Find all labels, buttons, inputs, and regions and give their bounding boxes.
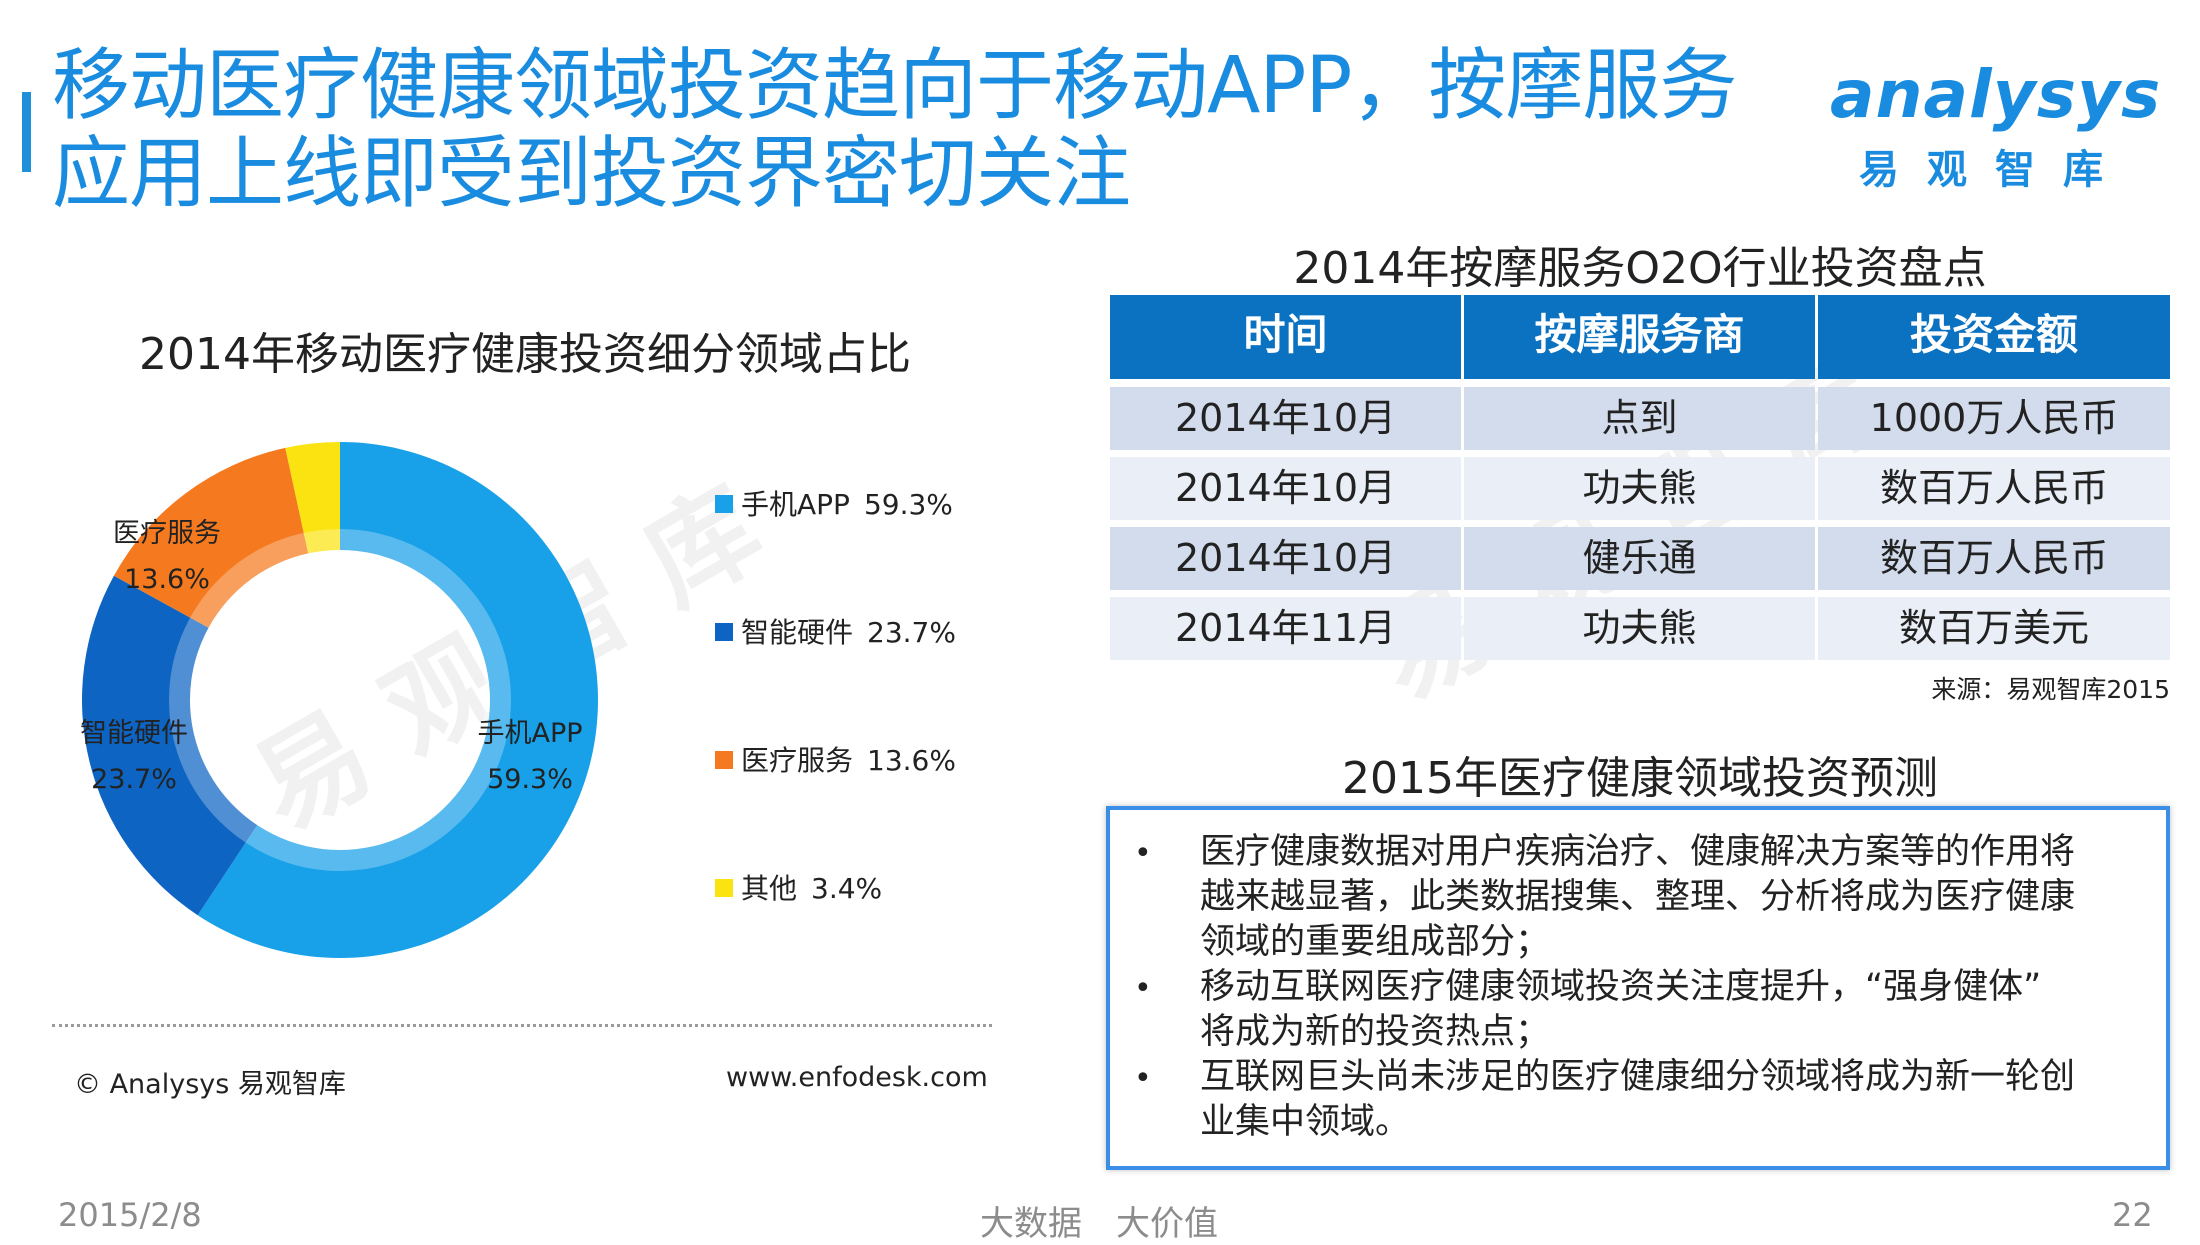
table-header-cell: 时间 (1110, 295, 1461, 379)
site-url[interactable]: www.enfodesk.com (726, 1062, 988, 1093)
legend-label: 智能硬件 (741, 616, 854, 649)
forecast-box: • 医疗健康数据对用户疾病治疗、健康解决方案等的作用将 越来越显著，此类数据搜集… (1106, 806, 2170, 1170)
chart-title: 2014年移动医疗健康投资细分领域占比 (139, 329, 911, 380)
legend-value: 23.7% (867, 616, 956, 649)
table-cell: 数百万人民币 (1818, 457, 2170, 520)
table-cell: 功夫熊 (1464, 457, 1815, 520)
forecast-item: 移动互联网医疗健康领域投资关注度提升，“强身健体” 将成为新的投资热点； (1200, 965, 2150, 1055)
donut-slice-other (285, 442, 340, 554)
donut-label-name: 医疗服务 (113, 518, 221, 549)
legend-item: 医疗服务 13.6% (715, 741, 956, 781)
forecast-title: 2015年医疗健康领域投资预测 (1342, 753, 1938, 804)
investment-table: 时间 按摩服务商 投资金额 2014年10月 点到 1000万人民币 2014年10月 功夫熊… (1110, 295, 2170, 661)
legend-swatch (715, 751, 733, 769)
table-cell: 2014年10月 (1110, 457, 1461, 520)
donut-label-name: 智能硬件 (80, 718, 188, 749)
forecast-item-line: 领域的重要组成部分； (1200, 922, 1551, 962)
legend-label: 医疗服务 (741, 744, 854, 777)
forecast-item-line: 越来越显著，此类数据搜集、整理、分析将成为医疗健康 (1200, 877, 2076, 917)
bullet-icon: • (1134, 971, 1152, 1006)
donut-label-name: 手机APP (477, 718, 582, 749)
forecast-item: 互联网巨头尚未涉足的医疗健康细分领域将成为新一轮创 业集中领域。 (1200, 1055, 2150, 1145)
forecast-item-line: 移动互联网医疗健康领域投资关注度提升，“强身健体” (1200, 967, 2042, 1007)
forecast-item-line: 互联网巨头尚未涉足的医疗健康细分领域将成为新一轮创 (1200, 1057, 2076, 1097)
table-cell: 2014年11月 (1110, 597, 1461, 660)
forecast-item: 医疗健康数据对用户疾病治疗、健康解决方案等的作用将 越来越显著，此类数据搜集、整… (1200, 830, 2150, 965)
table-title: 2014年按摩服务O2O行业投资盘点 (1293, 243, 1987, 294)
logo-wordmark: analysys (1830, 56, 2162, 133)
table-cell: 1000万人民币 (1818, 387, 2170, 450)
page-title-line1: 移动医疗健康领域投资趋向于移动APP，按摩服务 (52, 41, 1737, 131)
donut-slice-medical-service (113, 447, 309, 628)
legend-value: 13.6% (867, 744, 956, 777)
footer-date: 2015/2/8 (58, 1196, 202, 1234)
title-accent-bar (22, 92, 31, 172)
copyright-text: © Analysys 易观智库 (74, 1069, 346, 1100)
legend-item: 其他 3.4% (715, 869, 882, 909)
legend-swatch (715, 623, 733, 641)
table-cell: 数百万人民币 (1818, 527, 2170, 590)
footer-slogan: 大数据 大价值 (980, 1204, 1218, 1244)
analysys-logo: analysys 易观智库 (1830, 55, 2160, 205)
table-cell: 健乐通 (1464, 527, 1815, 590)
table-cell: 功夫熊 (1464, 597, 1815, 660)
bullet-icon: • (1134, 836, 1152, 871)
table-header-cell: 按摩服务商 (1464, 295, 1815, 379)
legend-label: 其他 (741, 872, 798, 905)
table-cell: 2014年10月 (1110, 387, 1461, 450)
donut-slice-hardware (81, 575, 258, 916)
legend-value: 59.3% (863, 488, 953, 521)
table-cell: 2014年10月 (1110, 527, 1461, 590)
forecast-item-line: 业集中领域。 (1200, 1102, 1411, 1142)
donut-label-value: 59.3% (487, 764, 573, 795)
donut-label-value: 23.7% (91, 764, 177, 795)
donut-slice-app (197, 442, 599, 959)
divider (52, 1024, 992, 1027)
donut-chart: 手机APP 59.3% 智能硬件 23.7% 医疗服务 13.6% (80, 442, 599, 959)
forecast-item-line: 将成为新的投资热点； (1200, 1012, 1551, 1052)
legend-swatch (715, 879, 733, 897)
forecast-item-line: 医疗健康数据对用户疾病治疗、健康解决方案等的作用将 (1200, 832, 2076, 872)
legend-value: 3.4% (811, 872, 883, 905)
table-source: 来源：易观智库2015 (1931, 675, 2170, 704)
legend-label: 手机APP (741, 488, 850, 521)
legend-swatch (715, 495, 733, 513)
donut-label-value: 13.6% (124, 564, 210, 595)
table-header-cell: 投资金额 (1818, 295, 2170, 379)
page-title: 移动医疗健康领域投资趋向于移动APP，按摩服务 应用上线即受到投资界密切关注 (52, 42, 1752, 218)
donut-inner-ring (169, 529, 511, 871)
table-cell: 点到 (1464, 387, 1815, 450)
legend-item: 手机APP 59.3% (715, 485, 953, 525)
page-number: 22 (2112, 1196, 2153, 1234)
bullet-icon: • (1134, 1061, 1152, 1096)
table-cell: 数百万美元 (1818, 597, 2170, 660)
logo-cn-text: 易观智库 (1859, 147, 2131, 193)
page-title-line2: 应用上线即受到投资界密切关注 (52, 129, 1131, 219)
legend-item: 智能硬件 23.7% (715, 613, 956, 653)
